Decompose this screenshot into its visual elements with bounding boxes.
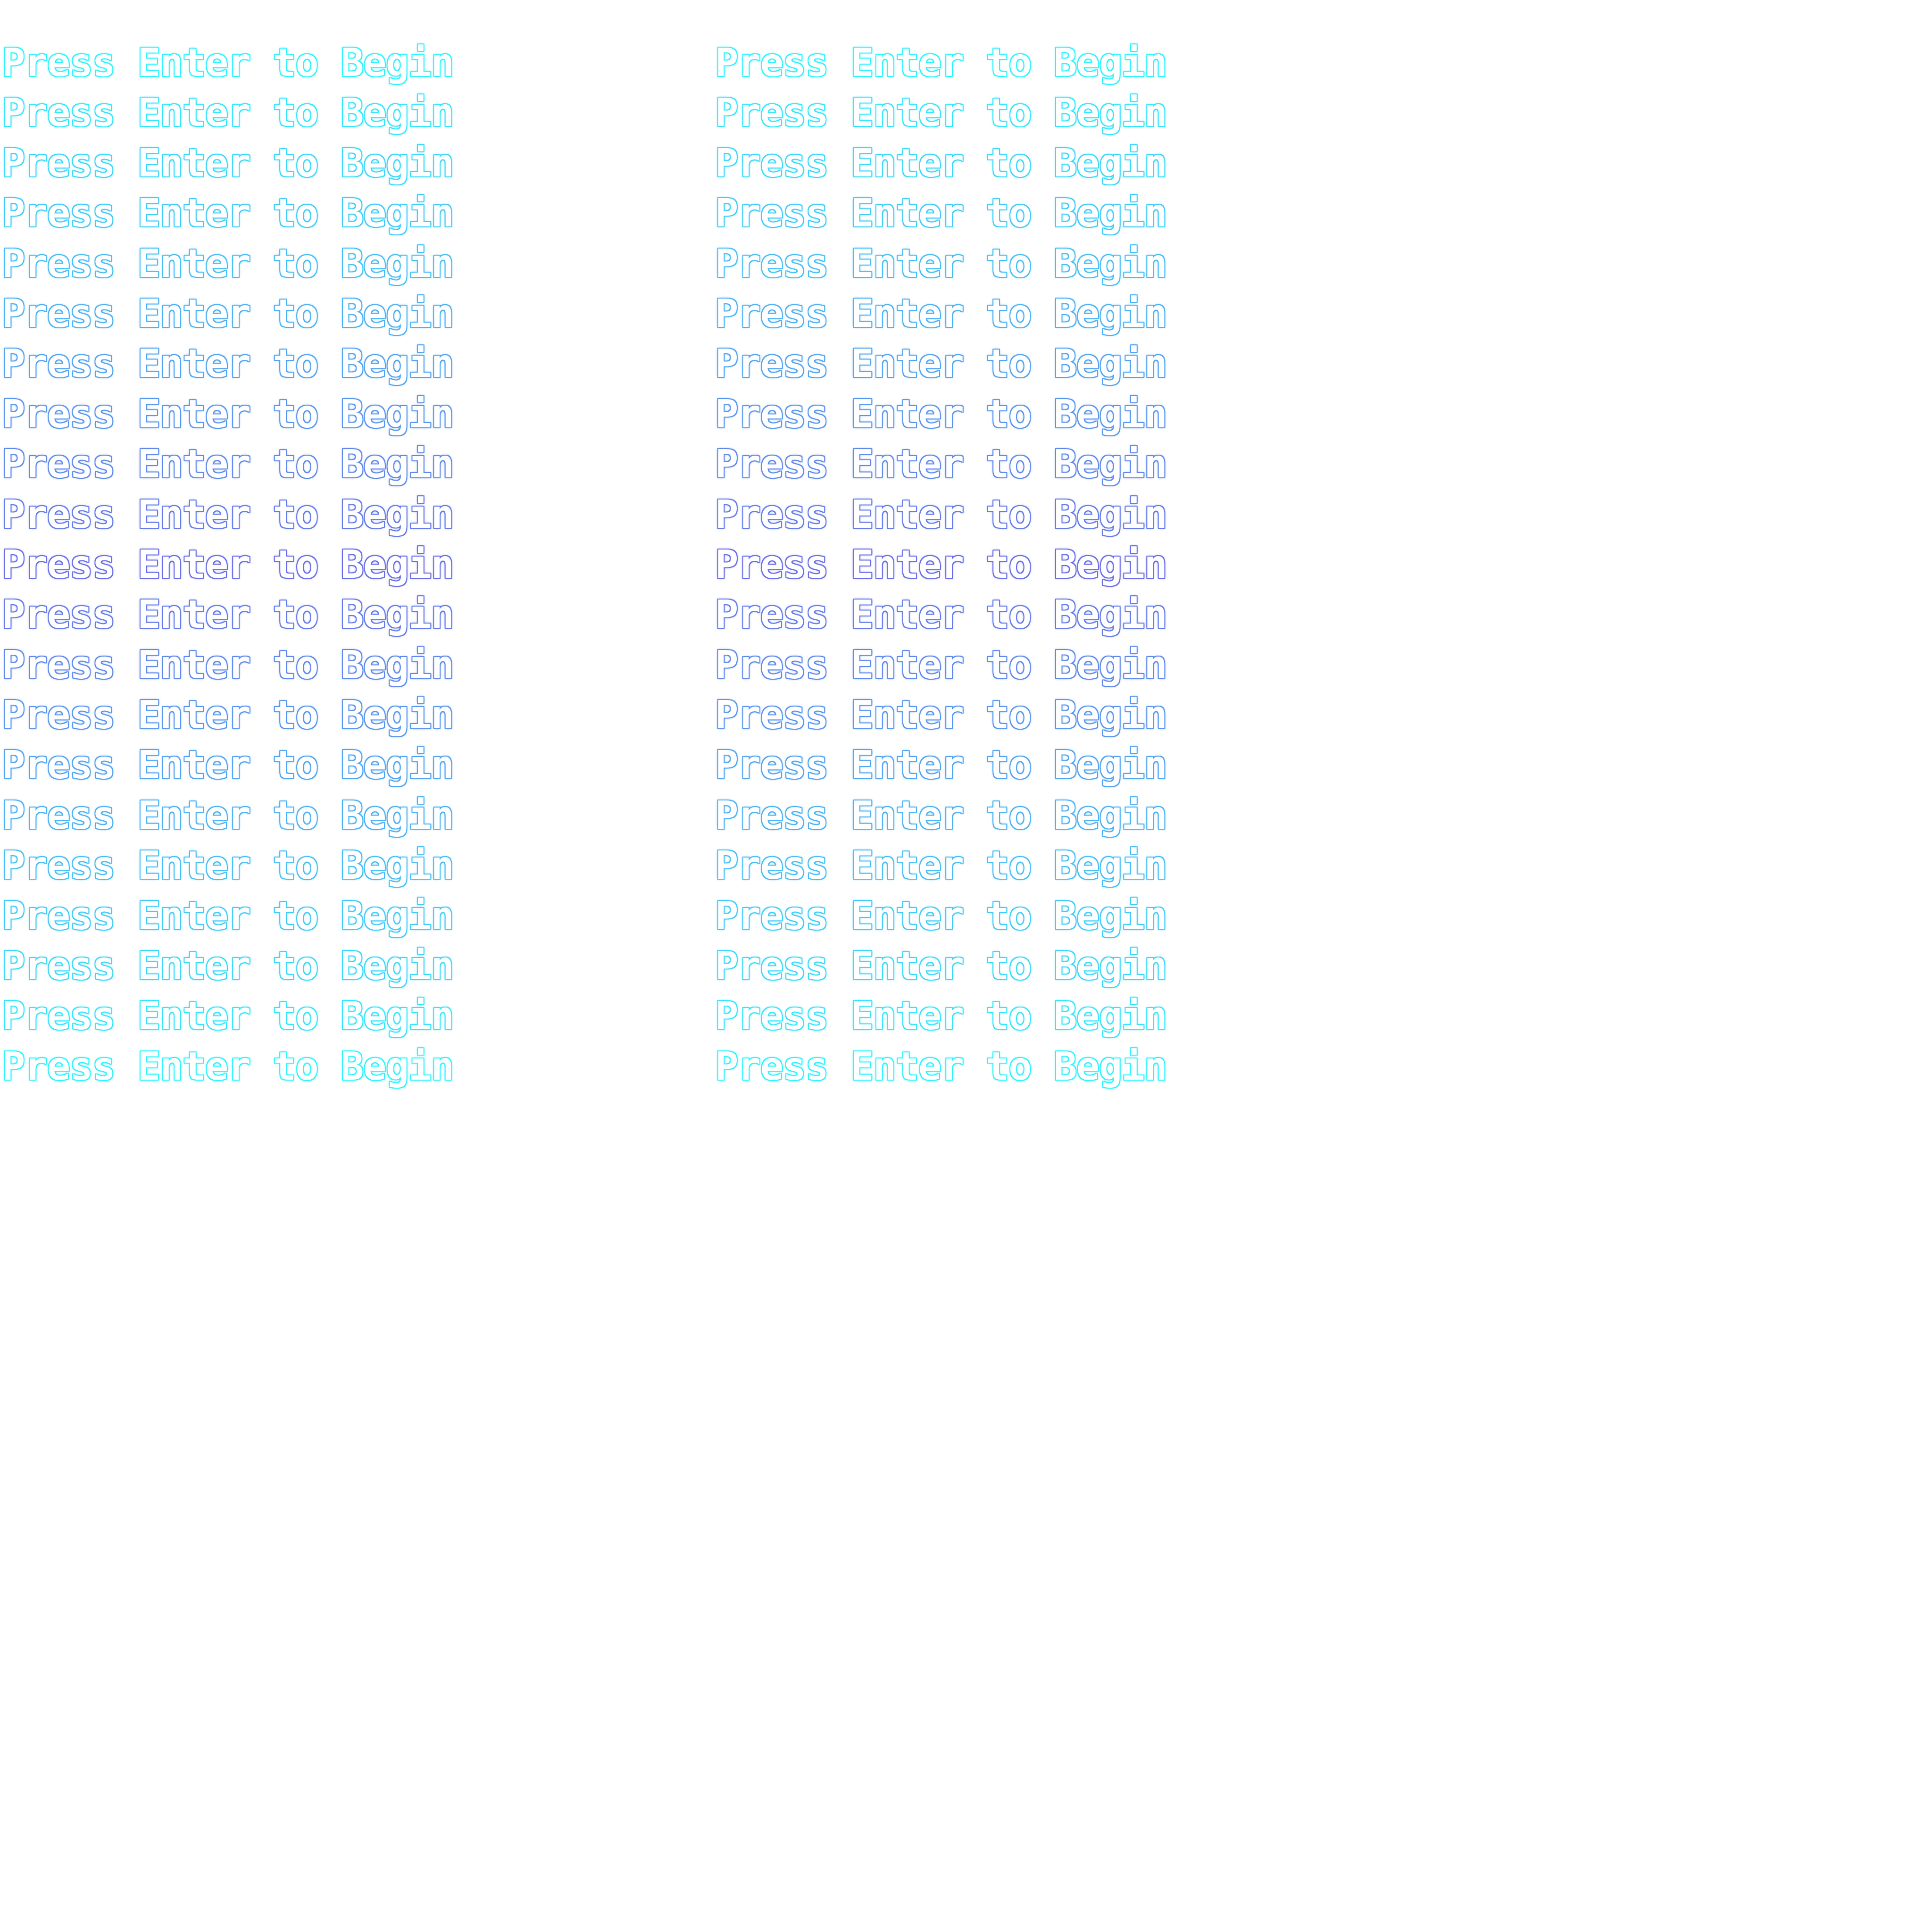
press-enter-prompt: Press Enter to Begin [2,91,454,136]
press-enter-prompt: Press Enter to Begin [715,693,1167,738]
press-enter-prompt: Press Enter to Begin [2,391,454,437]
press-enter-prompt: Press Enter to Begin [2,592,454,638]
press-enter-prompt: Press Enter to Begin [715,442,1167,487]
press-enter-prompt: Press Enter to Begin [715,391,1167,437]
press-enter-prompt: Press Enter to Begin [2,994,454,1039]
press-enter-prompt: Press Enter to Begin [2,241,454,286]
press-enter-prompt: Press Enter to Begin [715,191,1167,236]
press-enter-prompt: Press Enter to Begin [2,291,454,336]
press-enter-prompt: Press Enter to Begin [715,291,1167,336]
press-enter-prompt: Press Enter to Begin [715,91,1167,136]
press-enter-prompt: Press Enter to Begin [715,944,1167,989]
press-enter-prompt: Press Enter to Begin [2,141,454,186]
press-enter-prompt: Press Enter to Begin [2,743,454,788]
press-enter-prompt: Press Enter to Begin [2,442,454,487]
press-enter-prompt: Press Enter to Begin [715,341,1167,387]
press-enter-prompt: Press Enter to Begin [715,893,1167,939]
prompt-column-right: Press Enter to Begin Press Enter to Begin… [715,41,1167,1095]
press-enter-prompt: Press Enter to Begin [2,542,454,587]
press-enter-prompt: Press Enter to Begin [2,41,454,85]
press-enter-prompt: Press Enter to Begin [2,693,454,738]
prompt-column-left: Press Enter to Begin Press Enter to Begin… [2,41,454,1095]
press-enter-prompt: Press Enter to Begin [715,1044,1167,1089]
press-enter-prompt: Press Enter to Begin [715,793,1167,838]
press-enter-prompt: Press Enter to Begin [715,642,1167,688]
press-enter-prompt: Press Enter to Begin [2,893,454,939]
press-enter-prompt: Press Enter to Begin [2,793,454,838]
press-enter-prompt: Press Enter to Begin [715,141,1167,186]
press-enter-prompt: Press Enter to Begin [715,542,1167,587]
press-enter-prompt: Press Enter to Begin [715,592,1167,638]
press-enter-prompt: Press Enter to Begin [2,642,454,688]
press-enter-prompt: Press Enter to Begin [715,994,1167,1039]
press-enter-prompt: Press Enter to Begin [715,743,1167,788]
press-enter-prompt: Press Enter to Begin [2,341,454,387]
press-enter-prompt: Press Enter to Begin [2,843,454,889]
press-enter-prompt: Press Enter to Begin [715,492,1167,537]
press-enter-prompt: Press Enter to Begin [2,492,454,537]
press-enter-prompt: Press Enter to Begin [2,944,454,989]
press-enter-prompt: Press Enter to Begin [2,191,454,236]
press-enter-prompt: Press Enter to Begin [715,843,1167,889]
press-enter-prompt: Press Enter to Begin [715,41,1167,85]
press-enter-prompt: Press Enter to Begin [715,241,1167,286]
press-enter-prompt: Press Enter to Begin [2,1044,454,1089]
